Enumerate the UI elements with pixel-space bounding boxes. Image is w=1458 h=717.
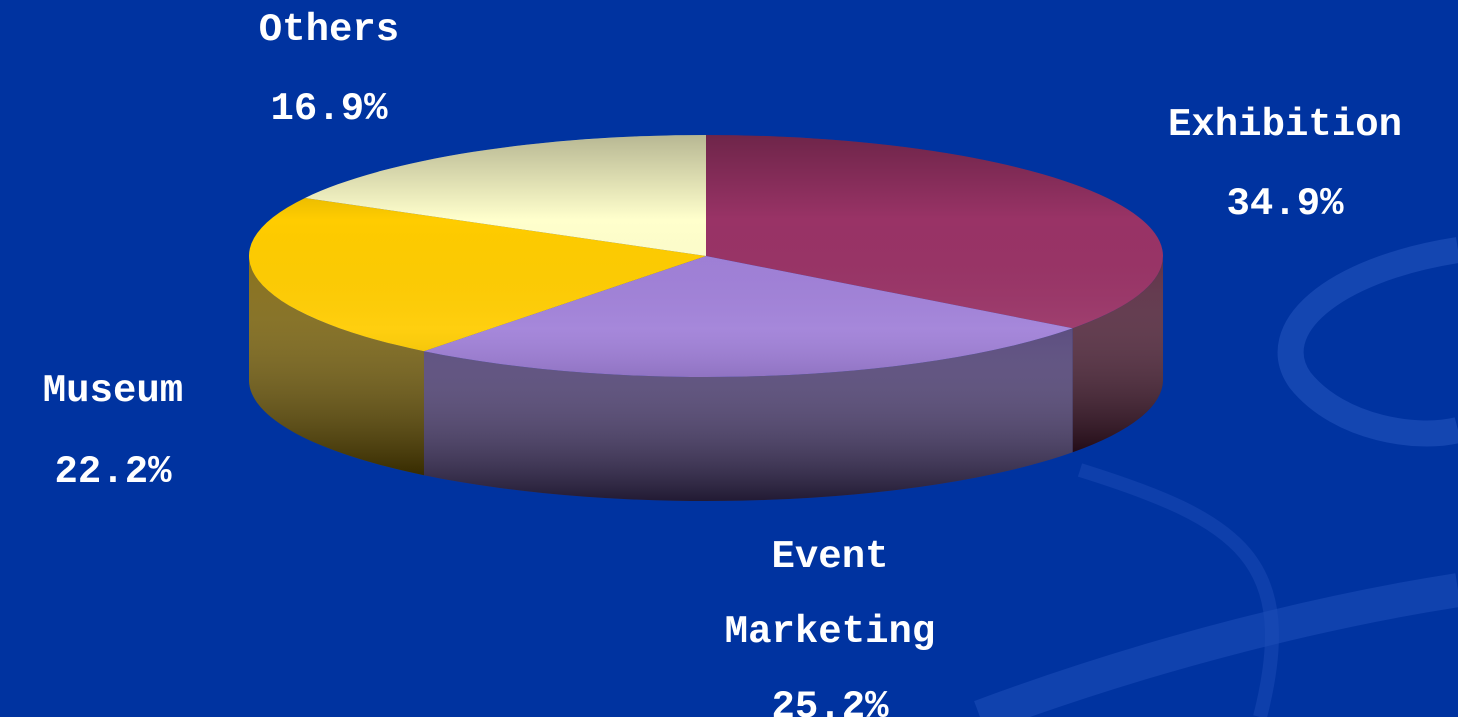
slice-percent-museum: 22.2% [54,450,172,494]
slice-percent-event-marketing: 25.2% [771,685,889,717]
slice-percent-exhibition: 34.9% [1226,182,1344,226]
slice-name-event-line1: Event [771,535,889,579]
slice-name-exhibition: Exhibition [1167,103,1403,147]
swirl-arc-upper [1277,237,1458,447]
pie-side-shade-museum [249,256,424,476]
slice-label-exhibition: Exhibition 34.9% [1120,106,1450,224]
slice-name-event-line2: Marketing [724,610,936,654]
pie-side-shade-event-marketing [423,328,1073,501]
slice-label-event-marketing: Event Marketing 25.2% [670,538,990,717]
slice-label-others: Others 16.9% [224,11,434,129]
pie-sides [249,256,1163,501]
slice-percent-others: 16.9% [270,87,388,131]
swirl-arc-middle [1077,463,1279,717]
slice-name-others: Others [258,8,400,52]
slice-name-museum: Museum [42,369,184,413]
pie-side-shade-exhibition [1072,256,1163,453]
swirl-arc-lower [974,573,1458,717]
pie-tops [249,135,1163,377]
pie-top-sheen [249,135,1163,377]
slice-label-museum: Museum 22.2% [0,372,226,492]
